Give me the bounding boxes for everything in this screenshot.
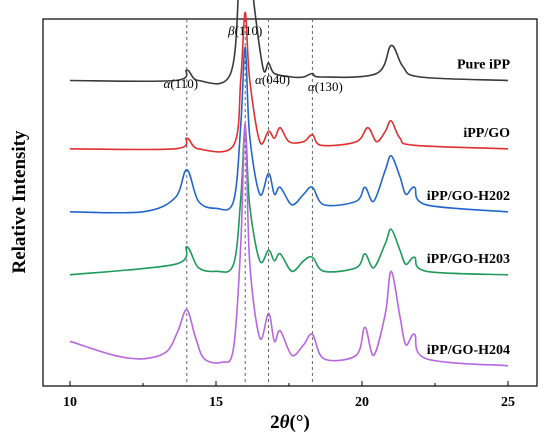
x-tick-label: 10 [63, 395, 77, 410]
peak-label: α(130) [308, 79, 343, 94]
x-tick-label: 20 [355, 395, 369, 410]
series-label: iPP/GO-H204 [427, 343, 510, 358]
plot-frame [42, 18, 538, 387]
series-line-3 [69, 126, 509, 276]
peak-labels: α(110)β(110)α(040) α(130) [164, 23, 343, 94]
peak-label-greek: α [164, 76, 172, 91]
series-lines [69, 0, 509, 367]
peak-label-plane: (110) [235, 23, 263, 38]
peak-label: α(110) [164, 76, 199, 91]
peak-label-greek: α [308, 79, 316, 94]
peak-label: β(110) [227, 23, 262, 38]
peak-label: α(040) [255, 72, 290, 87]
x-axis-ticks: 10 15 20 25 [63, 381, 515, 410]
peak-label-greek: α [255, 72, 263, 87]
x-tick-label: 15 [209, 395, 223, 410]
series-label: iPP/GO-H203 [427, 252, 510, 267]
y-axis-label: Relative Intensity [9, 130, 30, 274]
series-line-1 [69, 11, 509, 153]
series-labels: Pure iPP iPP/GO iPP/GO-H202 iPP/GO-H203 iPP/… [427, 58, 511, 358]
series-line-4 [69, 123, 509, 367]
x-tick-label: 25 [501, 395, 515, 410]
series-label: iPP/GO-H202 [427, 189, 510, 204]
peak-label-greek: β [227, 23, 235, 38]
peak-reference-lines [186, 19, 313, 386]
peak-label-plane: (110) [170, 76, 198, 91]
series-label: Pure iPP [457, 58, 510, 73]
x-axis-label: 2θ(°) [270, 412, 310, 433]
series-line-2 [69, 46, 509, 214]
peak-label-plane: (040) [262, 72, 290, 87]
peak-label-plane: (130) [315, 79, 343, 94]
series-line-0 [69, 0, 509, 85]
series-label: iPP/GO [463, 126, 510, 141]
